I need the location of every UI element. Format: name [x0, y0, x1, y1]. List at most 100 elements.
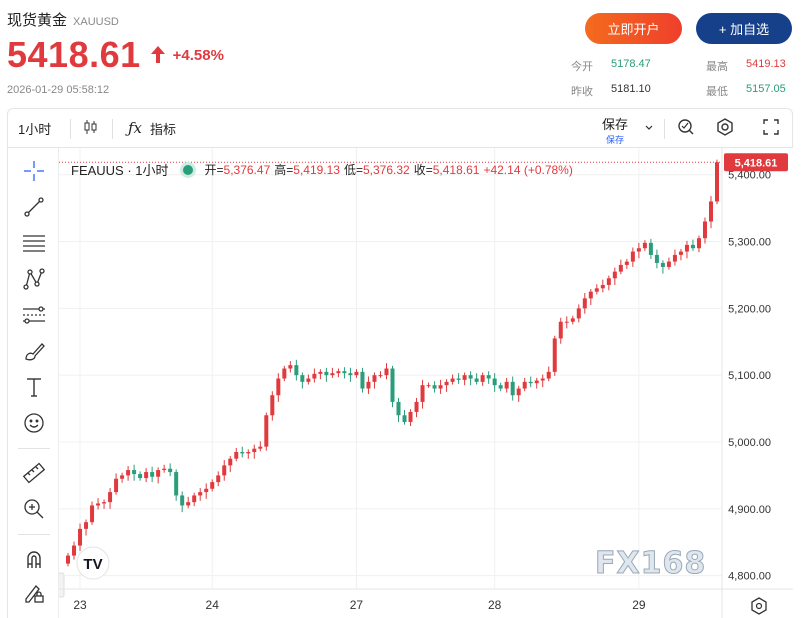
candle-body	[192, 495, 197, 503]
fib-tool[interactable]	[21, 304, 47, 330]
candle-body	[696, 238, 701, 249]
stat-prev-close: 昨收 5181.10	[571, 83, 651, 99]
axis-settings-button[interactable]	[751, 597, 767, 615]
candle-body	[108, 492, 113, 503]
candle-body	[378, 375, 383, 377]
save-menu-button[interactable]	[644, 109, 654, 147]
candle-body	[564, 321, 569, 323]
save-label: 保存	[601, 117, 628, 132]
x-tick-label: 23	[73, 598, 87, 612]
candle-body	[612, 271, 617, 279]
collapse-toolbar-handle[interactable]	[57, 572, 65, 598]
last-price-tag: 5,418.61	[724, 153, 788, 172]
instrument-name: 现货黄金	[7, 12, 68, 29]
brush-tool[interactable]	[21, 340, 47, 366]
chart-area[interactable]: 5,400.00 5,300.00 5,200.00 5,100.00 5,000.00…	[57, 148, 793, 618]
stat-open-label: 今开	[571, 61, 593, 73]
drawing-toolbar	[7, 148, 59, 618]
pattern-tool[interactable]	[21, 267, 47, 294]
zoom-in-tool[interactable]	[21, 498, 47, 524]
magnet-tool[interactable]	[21, 548, 47, 574]
tradingview-logo-mark: TV	[83, 556, 102, 573]
trend-line-icon	[23, 196, 45, 223]
candle-body	[576, 308, 581, 319]
stat-open: 今开 5178.47	[571, 58, 651, 74]
stat-open-value: 5178.47	[611, 58, 651, 70]
candle-body	[144, 472, 149, 479]
candle-body	[690, 244, 695, 249]
trend-line-tool[interactable]	[21, 196, 47, 222]
fullscreen-button[interactable]	[762, 109, 780, 147]
candle-body	[468, 375, 473, 379]
chart-legend: FEAUUS · 1小时 开= 5,376.47 高= 5,419.13 低= 5,3…	[71, 160, 573, 179]
stat-prev-close-label: 昨收	[571, 86, 593, 98]
toolbar-divider	[112, 119, 113, 139]
candle-body	[222, 465, 227, 476]
x-tick-label: 27	[350, 598, 364, 612]
candle-body	[474, 378, 479, 382]
candle-body	[600, 284, 605, 289]
fx-icon: ƒx	[128, 119, 143, 137]
stat-prev-close-value: 5181.10	[611, 83, 651, 95]
indicators-button[interactable]: ƒx 指标	[128, 109, 176, 147]
legend-symbol[interactable]: FEAUUS · 1小时	[71, 163, 169, 178]
add-watchlist-button[interactable]: + 加自选	[696, 13, 792, 44]
toolbar-divider	[664, 119, 665, 139]
legend-high-label: 高=	[274, 163, 294, 177]
toolbar-divider	[70, 119, 71, 139]
interval-selector[interactable]: 1小时	[18, 121, 52, 137]
quote-header: 现货黄金 XAUUSD 5418.61 +4.58% 2026-01-29 05…	[0, 0, 801, 108]
candle-body	[102, 502, 107, 504]
price-axis: 5,400.00 5,300.00 5,200.00 5,100.00 5,000.00…	[728, 170, 771, 583]
candle-body	[174, 472, 179, 496]
candle-body	[168, 468, 173, 473]
y-tick-label: 4,800.00	[728, 571, 771, 583]
lock-edit-tool[interactable]	[21, 582, 47, 608]
settings-icon	[751, 597, 767, 615]
up-arrow-icon	[150, 46, 165, 64]
legend-close-value: 5,418.61	[432, 162, 480, 177]
candle-body	[384, 368, 389, 376]
quote-timestamp: 2026-01-29 05:58:12	[7, 84, 110, 96]
crosshair-tool[interactable]	[21, 160, 47, 186]
lock-edit-icon	[23, 582, 45, 609]
fullscreen-icon	[762, 118, 780, 139]
settings-button[interactable]	[715, 109, 735, 147]
candle-body	[360, 371, 365, 389]
stat-low-label: 最低	[706, 86, 728, 98]
emoji-tool[interactable]	[21, 412, 47, 438]
zoom-in-icon	[23, 498, 45, 525]
candle-body	[276, 378, 281, 396]
save-button[interactable]: 保存 保存	[593, 114, 637, 146]
candle-body	[582, 298, 587, 309]
title-row: 现货黄金 XAUUSD	[7, 9, 119, 30]
fx168-watermark: FX168	[594, 546, 707, 582]
open-account-button[interactable]: 立即开户	[585, 13, 682, 44]
candle-body	[672, 254, 677, 262]
candle-body	[462, 375, 467, 380]
stat-high: 最高 5419.13	[706, 58, 786, 74]
ruler-tool[interactable]	[21, 462, 47, 488]
text-tool[interactable]	[21, 376, 47, 402]
candle-body	[210, 482, 215, 489]
candle-body	[666, 261, 671, 267]
y-tick-label: 4,900.00	[728, 504, 771, 516]
candlestick-chart[interactable]: 5,400.00 5,300.00 5,200.00 5,100.00 5,000.00…	[57, 148, 793, 618]
candle-body	[522, 381, 527, 389]
stat-low-value: 5157.05	[746, 83, 786, 95]
candle-body	[570, 318, 575, 322]
candle-body	[546, 371, 551, 379]
legend-low-label: 低=	[343, 163, 363, 177]
candle-body	[312, 373, 317, 379]
candle-body	[450, 378, 455, 382]
tradingview-logo[interactable]: TV	[76, 546, 110, 580]
stat-high-value: 5419.13	[746, 58, 786, 70]
alert-button[interactable]	[676, 109, 696, 147]
candle-body	[342, 371, 347, 374]
candle-type-button[interactable]	[82, 109, 100, 147]
candle-body	[636, 248, 641, 252]
horizontal-lines-tool[interactable]	[21, 232, 47, 258]
indicators-label: 指标	[150, 121, 177, 137]
candle-body	[528, 381, 533, 384]
candle-body	[234, 452, 239, 459]
